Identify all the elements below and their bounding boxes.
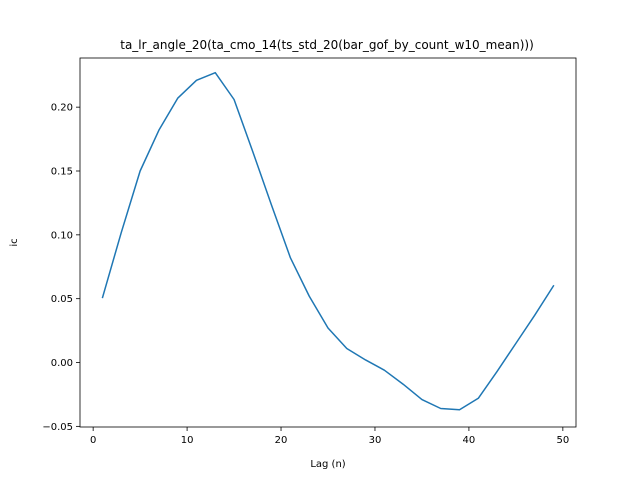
y-tick-label: 0.15: [51, 166, 73, 177]
y-tick-label: −0.05: [42, 422, 73, 433]
y-tick-label: 0.10: [51, 230, 73, 241]
x-axis-label: Lag (n): [310, 459, 345, 470]
x-tick-label: 30: [369, 435, 382, 446]
chart-title: ta_lr_angle_20(ta_cmo_14(ts_std_20(bar_g…: [120, 38, 534, 52]
series-line-0: [101, 71, 555, 411]
y-tick-label: 0.05: [51, 294, 73, 305]
x-tick-label: 20: [275, 435, 288, 446]
y-tick-label: 0.20: [51, 103, 73, 114]
x-tick-label: 50: [556, 435, 569, 446]
x-tick-label: 10: [181, 435, 194, 446]
x-tick-label: 0: [90, 435, 96, 446]
y-axis-label: ic: [9, 238, 20, 246]
x-tick-label: 40: [463, 435, 476, 446]
plot-frame: [79, 57, 577, 428]
y-tick-label: 0.00: [51, 358, 73, 369]
